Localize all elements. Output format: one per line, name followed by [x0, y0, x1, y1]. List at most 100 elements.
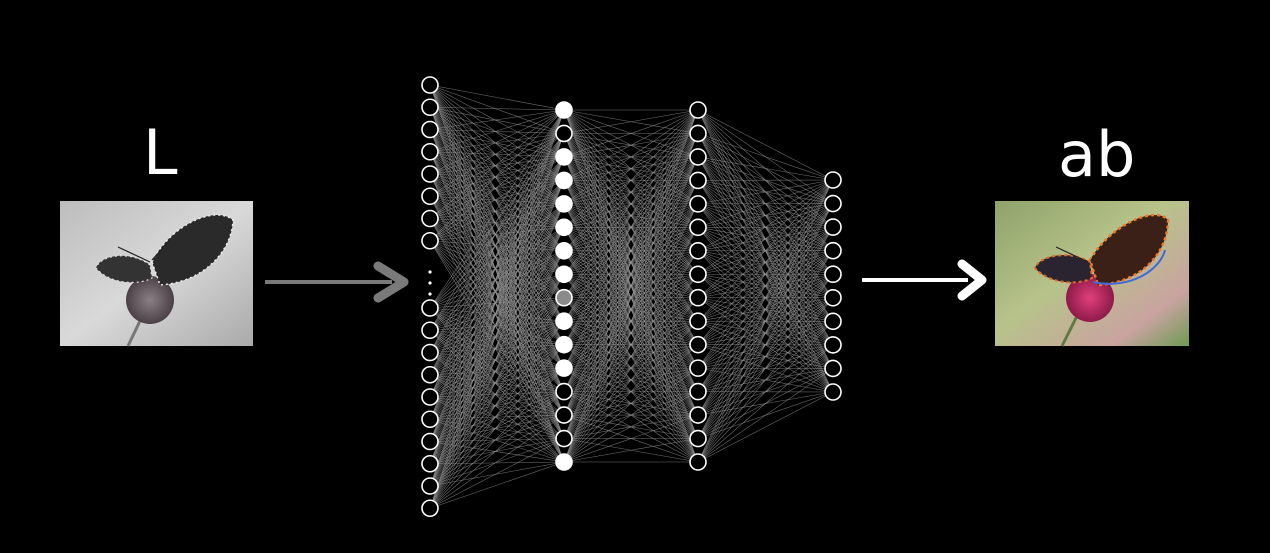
connection-line: [429, 367, 565, 420]
hidden-layer-2-node: [689, 288, 707, 307]
hidden-layer-2-node: [689, 148, 707, 166]
network-nodes: [421, 76, 842, 518]
connection-line: [429, 329, 565, 369]
connection-line: [429, 297, 565, 309]
input-arrow: [265, 261, 409, 303]
connection-line: [429, 218, 565, 252]
connection-line: [429, 391, 565, 509]
connection-line: [429, 330, 565, 416]
connection-line: [429, 297, 565, 398]
connection-line: [429, 203, 565, 242]
connection-line: [429, 240, 565, 275]
connection-line: [429, 84, 565, 134]
connection-line: [697, 109, 834, 181]
input-layer-node: [421, 388, 439, 406]
connection-line: [429, 418, 565, 463]
connection-line: [429, 203, 565, 375]
output-layer-node: [824, 383, 842, 401]
connection-line: [429, 307, 565, 322]
input-label: L: [143, 116, 178, 189]
connection-line: [429, 227, 565, 420]
connection-line: [429, 418, 565, 439]
connection-line: [429, 180, 565, 331]
hidden-layer-1-node: [555, 101, 573, 119]
connection-line: [429, 109, 565, 175]
connection-line: [429, 367, 565, 398]
connection-line: [429, 151, 565, 392]
output-label: ab: [1058, 118, 1136, 191]
connection-line: [563, 109, 699, 251]
connection-line: [429, 151, 565, 298]
connection-line: [429, 297, 565, 353]
output-layer-node: [824, 265, 842, 284]
connection-line: [429, 374, 565, 416]
connection-line: [429, 129, 565, 322]
connection-line: [429, 320, 565, 442]
connection-line: [563, 133, 699, 463]
connection-line: [429, 297, 565, 331]
connection-line: [429, 273, 565, 309]
input-layer-node: [421, 410, 439, 429]
connection-line: [429, 196, 565, 392]
connection-line: [429, 438, 565, 487]
connection-line: [429, 156, 565, 175]
connection-line: [429, 133, 565, 331]
connection-line: [429, 374, 565, 463]
connection-line: [429, 129, 565, 369]
output-layer-node: [824, 171, 842, 189]
hidden-layer-2-node: [689, 382, 707, 401]
connection-line: [429, 297, 565, 509]
connection-line: [429, 218, 565, 275]
connection-line: [429, 374, 565, 439]
connection-line: [429, 352, 565, 463]
hidden-layer-2-node: [689, 312, 707, 331]
connection-line: [697, 297, 834, 463]
connection-line: [429, 203, 565, 331]
connection-line: [429, 107, 565, 392]
connection-line: [429, 250, 565, 509]
connection-line: [563, 180, 699, 463]
connection-line: [429, 344, 565, 376]
connection-line: [429, 180, 565, 197]
connection-line: [697, 179, 834, 228]
connection-line: [429, 109, 565, 509]
connection-line: [429, 352, 565, 392]
connection-line: [429, 129, 565, 439]
connection-line: [429, 151, 565, 345]
connection-line: [429, 173, 565, 369]
connection-line: [429, 227, 565, 509]
connection-line: [429, 330, 565, 463]
connection-line: [429, 173, 565, 345]
connection-line: [429, 180, 565, 398]
connection-line: [429, 307, 565, 439]
network-connections: [429, 84, 834, 509]
connection-line: [429, 344, 565, 353]
connection-line: [429, 109, 565, 487]
connection-line: [563, 227, 699, 463]
connection-line: [563, 438, 699, 463]
connection-line: [563, 250, 699, 463]
connection-line: [429, 352, 565, 416]
connection-line: [429, 329, 565, 392]
input-layer-node: [421, 343, 439, 362]
output-layer-node: [824, 218, 842, 236]
connection-line: [563, 109, 699, 275]
connection-line: [429, 107, 565, 322]
connection-line: [429, 250, 565, 353]
connection-line: [429, 240, 565, 439]
connection-line: [429, 307, 565, 416]
connection-line: [429, 250, 565, 398]
connection-line: [429, 344, 565, 442]
connection-line: [429, 274, 565, 464]
hidden-layer-1-node: [555, 195, 573, 213]
ellipsis-dot: [428, 270, 432, 274]
connection-line: [429, 320, 565, 376]
connection-line: [429, 173, 565, 275]
connection-line: [429, 109, 565, 130]
connection-line: [429, 196, 565, 322]
connection-line: [429, 156, 565, 509]
connection-line: [429, 391, 565, 487]
input-layer-ellipsis: [428, 270, 432, 296]
connection-line: [429, 297, 565, 375]
ellipsis-dot: [428, 292, 432, 296]
